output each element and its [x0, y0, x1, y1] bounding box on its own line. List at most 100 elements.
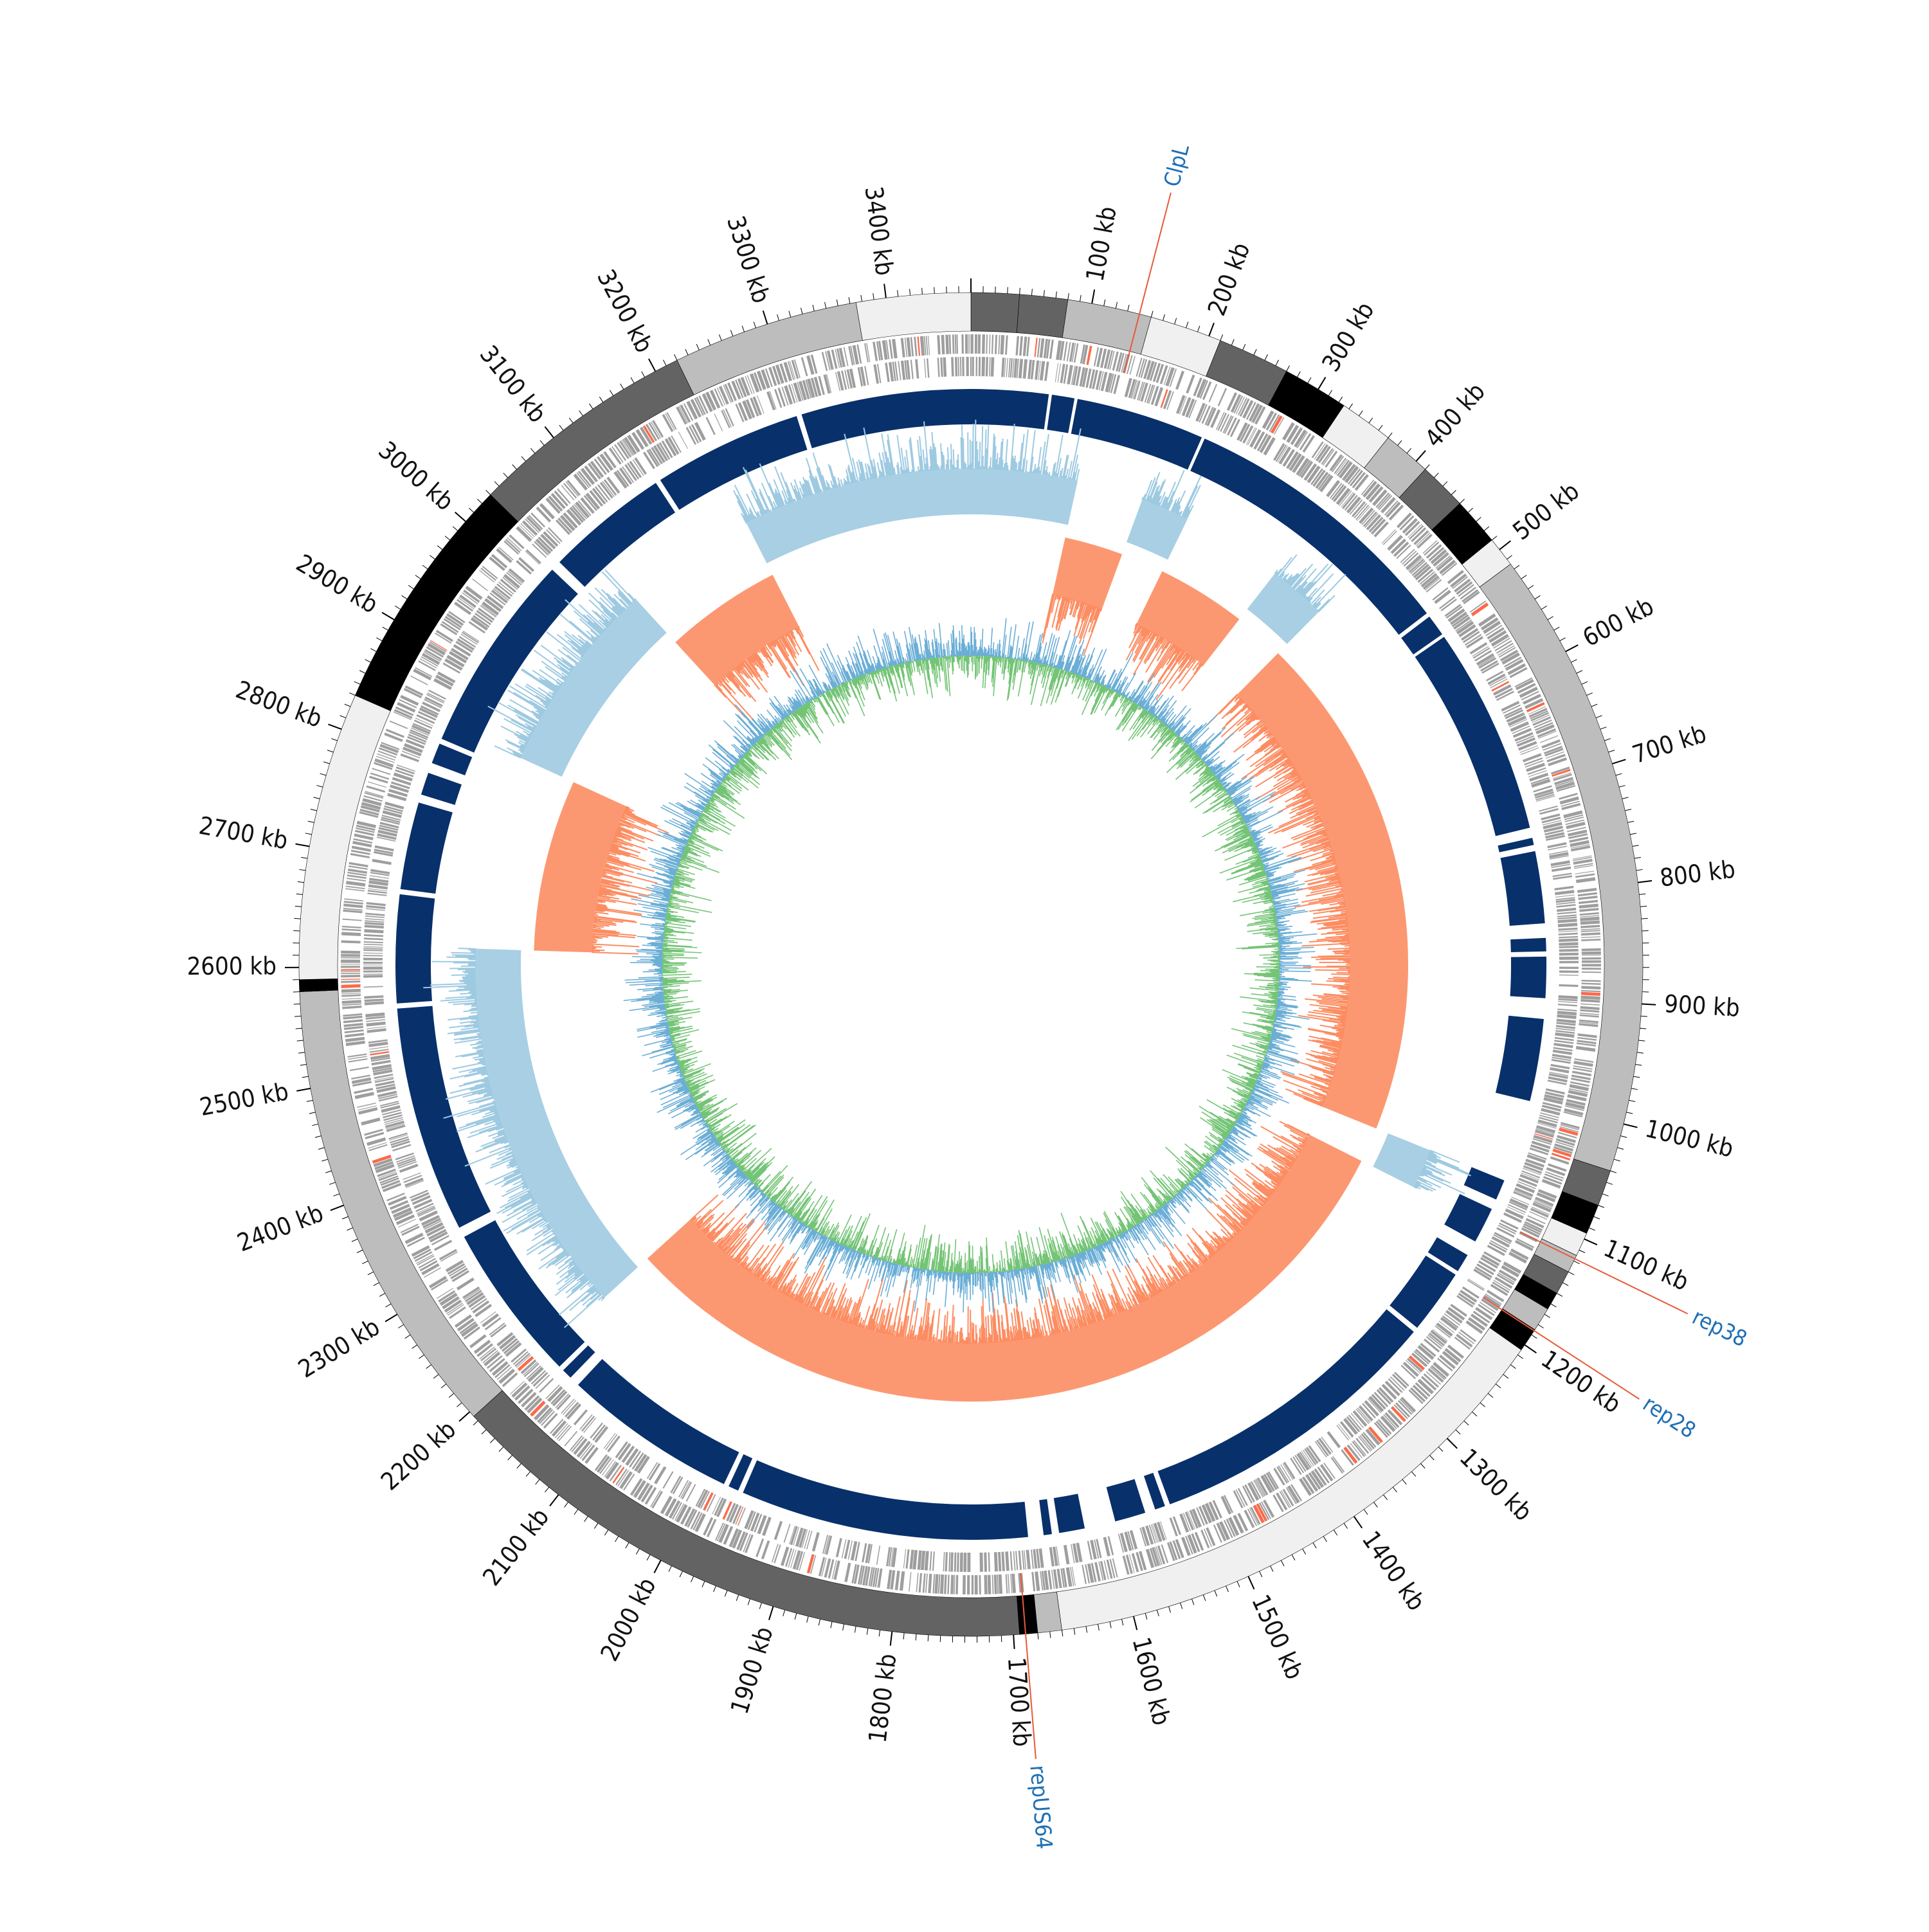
tick-label: 2400 kb: [233, 1198, 327, 1257]
gene-feature: [979, 1553, 983, 1572]
minor-tick: [675, 354, 677, 360]
tick-label: 3200 kb: [592, 265, 658, 357]
gc-skew-spike: [595, 912, 609, 914]
minor-tick: [309, 1112, 316, 1114]
gene-feature: [363, 975, 383, 977]
minor-tick: [825, 302, 826, 309]
gene-feature: [363, 958, 383, 961]
major-tick: [769, 1607, 773, 1620]
gene-feature: [1559, 942, 1578, 946]
minor-tick: [374, 1283, 379, 1286]
gene-feature: [971, 334, 974, 354]
gene-feature: [1577, 1033, 1597, 1038]
minor-tick: [1616, 773, 1622, 775]
gene-feature: [929, 1551, 932, 1571]
minor-tick: [298, 881, 304, 882]
gene-feature: [1580, 1006, 1600, 1010]
minor-tick: [331, 739, 337, 741]
minor-tick: [1460, 499, 1464, 503]
minor-tick: [368, 1272, 374, 1275]
gc-skew-spike: [750, 1245, 769, 1272]
tick-label: 1000 kb: [1642, 1114, 1736, 1163]
minor-tick: [1181, 1603, 1182, 1609]
gene-feature: [836, 1538, 842, 1557]
gene-feature: [1031, 1572, 1035, 1591]
gene-feature: [1001, 1552, 1004, 1571]
gene-feature: [924, 359, 927, 378]
minor-tick: [1411, 1472, 1416, 1477]
gene-feature: [989, 357, 991, 376]
gc-skew-spike: [589, 1280, 590, 1281]
gc-skew-spike: [987, 426, 988, 470]
gene-feature: [1576, 877, 1595, 883]
gene-feature: [1582, 961, 1601, 963]
gene-feature: [963, 1553, 966, 1572]
minor-tick: [1629, 1100, 1635, 1101]
minor-tick: [298, 1052, 305, 1053]
gene-feature: [778, 388, 786, 406]
gene-feature: [971, 357, 972, 376]
minor-tick: [305, 833, 312, 835]
gene-feature: [557, 1425, 570, 1440]
minor-tick: [1398, 440, 1402, 446]
collinear-block: [1464, 1167, 1505, 1199]
minor-tick: [1484, 527, 1489, 530]
gene-feature: [986, 357, 988, 376]
gene-feature: [365, 913, 385, 916]
minor-tick: [1638, 1040, 1645, 1041]
gene-feature: [662, 1471, 673, 1488]
tick-label: 2300 kb: [293, 1313, 385, 1384]
gene-feature: [401, 754, 419, 763]
minor-tick: [521, 456, 526, 461]
major-tick: [1566, 645, 1578, 651]
gene-feature: [341, 957, 360, 959]
major-tick: [1134, 1616, 1137, 1630]
minor-tick: [1276, 360, 1279, 366]
gene-feature: [1559, 975, 1579, 976]
gene-feature: [364, 995, 383, 998]
minor-tick: [1110, 1621, 1111, 1628]
gc-skew-spike: [1226, 700, 1242, 716]
gene-feature: [928, 336, 930, 355]
minor-tick: [1328, 390, 1332, 395]
gc-skew-spike: [1030, 430, 1035, 473]
minor-tick: [1373, 1502, 1377, 1507]
gene-feature: [1559, 949, 1579, 952]
gene-feature: [364, 929, 383, 934]
minor-tick: [508, 1456, 512, 1460]
gene-feature: [1175, 371, 1184, 390]
gene-feature: [937, 357, 940, 377]
minor-tick: [1237, 1581, 1240, 1587]
gene-feature: [344, 898, 363, 901]
gene-feature: [1557, 912, 1577, 915]
gene-feature: [975, 334, 977, 354]
tick-label: 1600 kb: [1127, 1634, 1175, 1728]
gene-feature: [341, 966, 360, 968]
minor-tick: [1281, 1560, 1284, 1566]
minor-tick: [1640, 1028, 1646, 1029]
gene-feature: [705, 417, 715, 435]
minor-tick: [867, 1629, 868, 1635]
gene-feature: [1558, 923, 1577, 927]
gc-skew-spike: [935, 1337, 936, 1342]
collinear-block: [1390, 1256, 1455, 1328]
gc-skew-spike: [979, 442, 980, 469]
gene-feature: [363, 944, 383, 946]
gene-feature: [900, 1571, 905, 1591]
minor-tick: [1610, 1171, 1617, 1173]
gene-feature: [1559, 930, 1578, 932]
gene-feature: [944, 1575, 946, 1594]
minor-tick: [1420, 1463, 1425, 1468]
gene-feature: [662, 414, 674, 432]
gc-skew-spike: [1311, 984, 1350, 986]
gene-feature: [1400, 1399, 1414, 1414]
gc-skew-spike: [460, 981, 476, 982]
gene-feature: [998, 1575, 1002, 1594]
gc-skew-spike: [468, 992, 476, 993]
gene-feature: [363, 962, 383, 964]
gene-feature: [363, 953, 383, 954]
gene-feature: [363, 964, 383, 965]
minor-tick: [327, 750, 333, 752]
collinear-block: [1047, 395, 1074, 433]
gene-feature: [1578, 892, 1597, 897]
